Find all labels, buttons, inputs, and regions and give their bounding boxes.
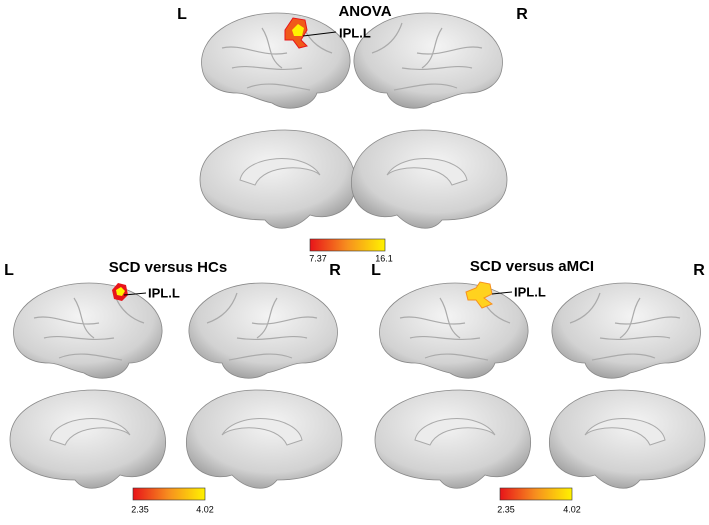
pointer-line [123,292,147,296]
activation-core [292,24,304,36]
colorbar [132,487,206,501]
brain-lateral-left [200,12,351,109]
colorbar [309,238,386,252]
brain-lateral-left [12,282,163,379]
brain-lateral-left [378,282,529,379]
region-label: IPL.L [148,285,180,300]
brain-lateral-right [551,282,702,379]
hemisphere-label: L [4,262,14,279]
colorbar-min: 7.37 [309,253,327,263]
panel-title: ANOVA [338,3,391,20]
colorbar-max: 4.02 [196,504,214,514]
colorbar-min: 2.35 [131,504,149,514]
activation-blob [465,281,494,309]
brain-medial-right [350,129,508,229]
region-label: IPL.L [339,25,371,40]
brain-medial-left [374,389,532,489]
brain-lateral-right [188,282,339,379]
colorbar [499,487,573,501]
hemisphere-label: R [693,262,705,279]
panel-scd-amci: L SCD versus aMCI R IPL.L 2.35 4.02 [371,258,706,514]
colorbar-min: 2.35 [497,504,515,514]
panel-anova: L ANOVA R IPL.L 7.37 16.1 [177,3,528,263]
colorbar-max: 4.02 [563,504,581,514]
brain-medial-left [199,129,357,229]
colorbar-max: 16.1 [375,253,393,263]
pointer-line [491,291,513,295]
brain-medial-left [9,389,167,489]
brain-medial-right [185,389,343,489]
region-label: IPL.L [514,284,546,299]
panel-scd-hcs: L SCD versus HCs R IPL.L 2.35 4.02 [4,259,343,514]
pointer-line [302,31,337,37]
hemisphere-label: L [371,262,381,279]
hemisphere-label: R [329,262,341,279]
hemisphere-label: R [516,6,528,23]
brain-lateral-right [353,12,504,109]
activation-core [116,287,125,296]
brain-medial-right [548,389,706,489]
panel-title: SCD versus aMCI [470,258,594,275]
panel-title: SCD versus HCs [109,259,227,276]
hemisphere-label: L [177,6,187,23]
